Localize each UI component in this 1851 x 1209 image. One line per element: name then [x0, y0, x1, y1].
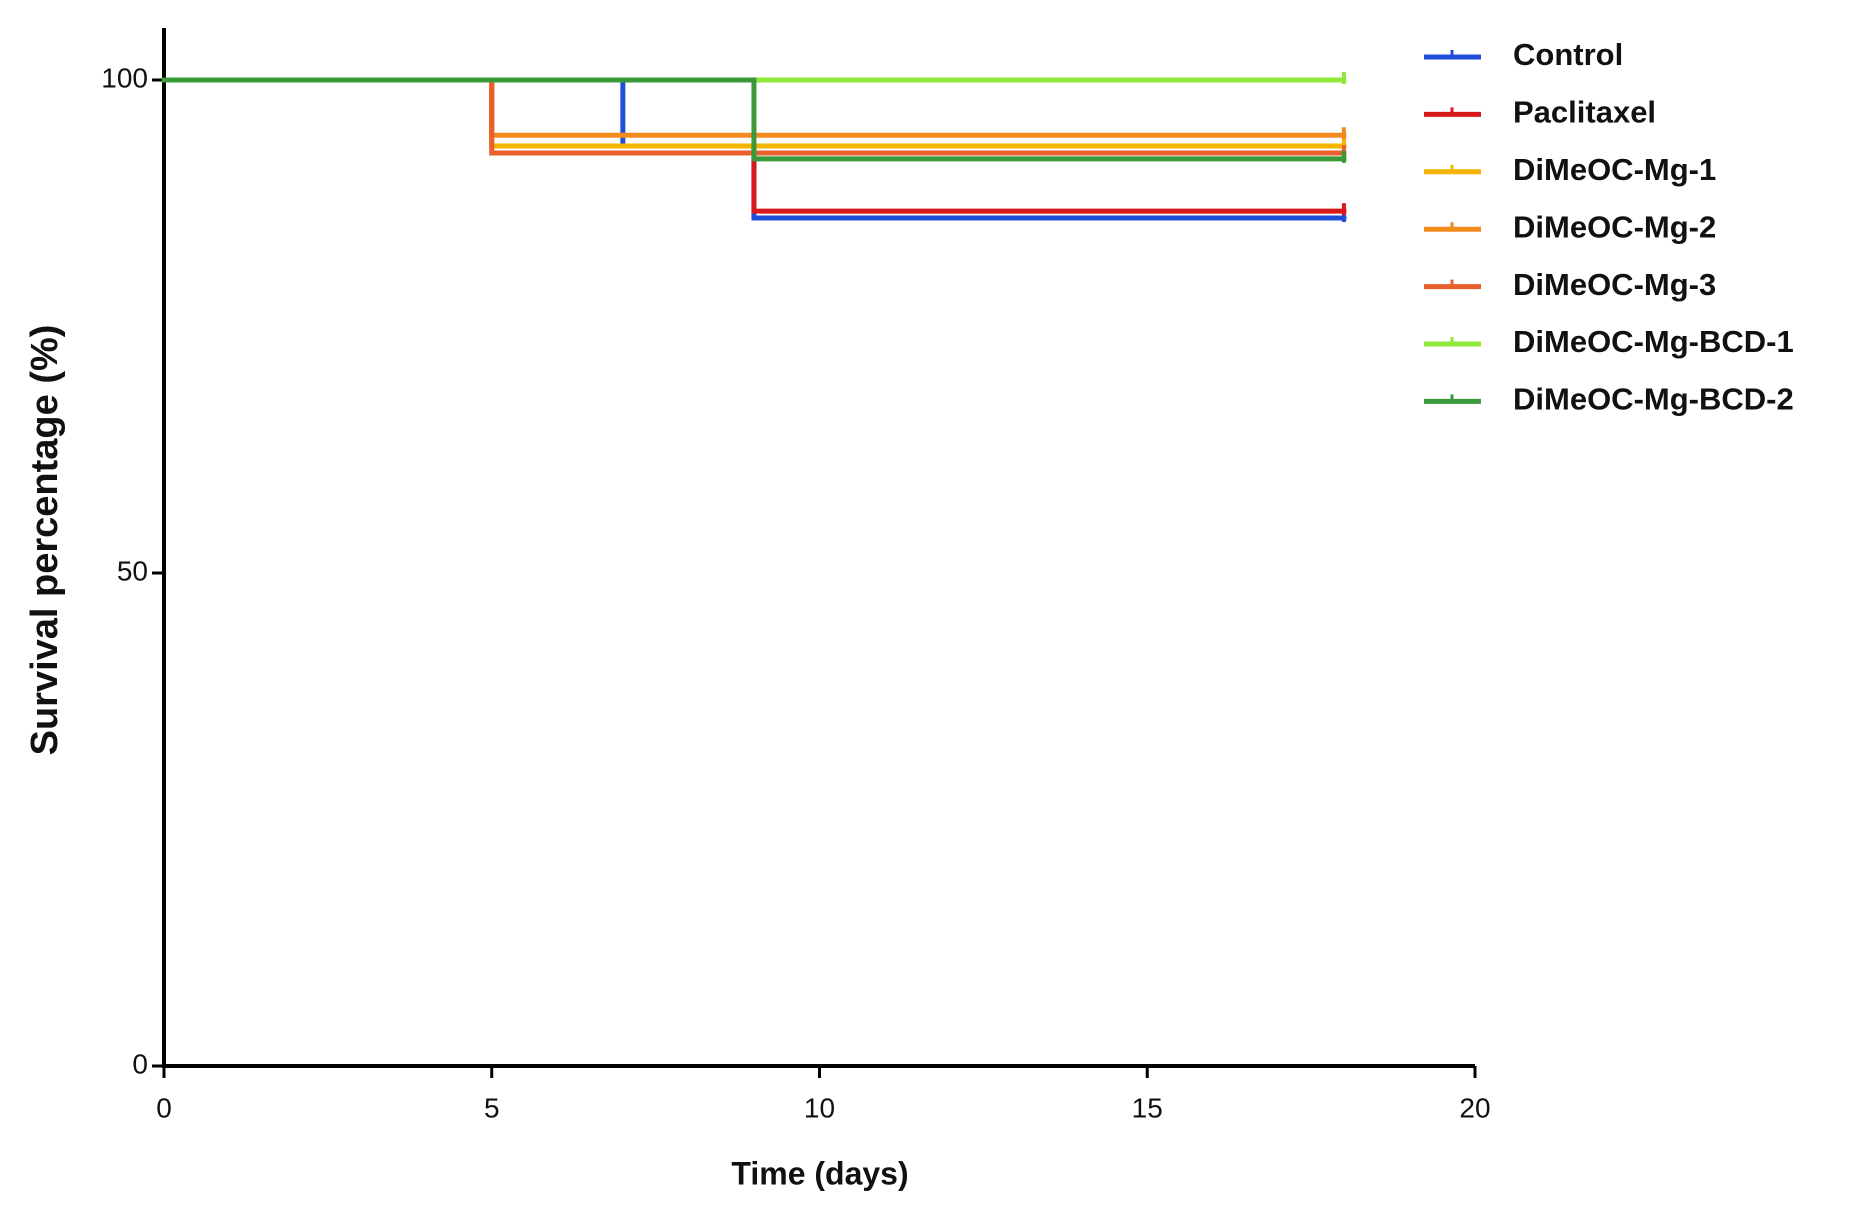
y-tick-label: 50 — [117, 555, 148, 586]
x-tick-label: 10 — [804, 1092, 835, 1123]
y-tick-label: 0 — [132, 1048, 148, 1079]
legend-label: Control — [1513, 37, 1623, 72]
legend-label: DiMeOC-Mg-BCD-2 — [1513, 382, 1794, 417]
legend-label: DiMeOC-Mg-3 — [1513, 267, 1716, 302]
x-axis-title: Time (days) — [731, 1155, 908, 1191]
x-tick-label: 15 — [1132, 1092, 1163, 1123]
y-axis-title: Survival percentage (%) — [24, 325, 66, 756]
x-tick-label: 20 — [1459, 1092, 1490, 1123]
legend-label: DiMeOC-Mg-2 — [1513, 209, 1716, 244]
y-tick-label: 100 — [101, 62, 148, 93]
legend-label: DiMeOC-Mg-BCD-1 — [1513, 324, 1794, 359]
x-tick-label: 0 — [156, 1092, 172, 1123]
x-tick-label: 5 — [484, 1092, 500, 1123]
legend-label: Paclitaxel — [1513, 95, 1656, 130]
legend-label: DiMeOC-Mg-1 — [1513, 152, 1716, 187]
